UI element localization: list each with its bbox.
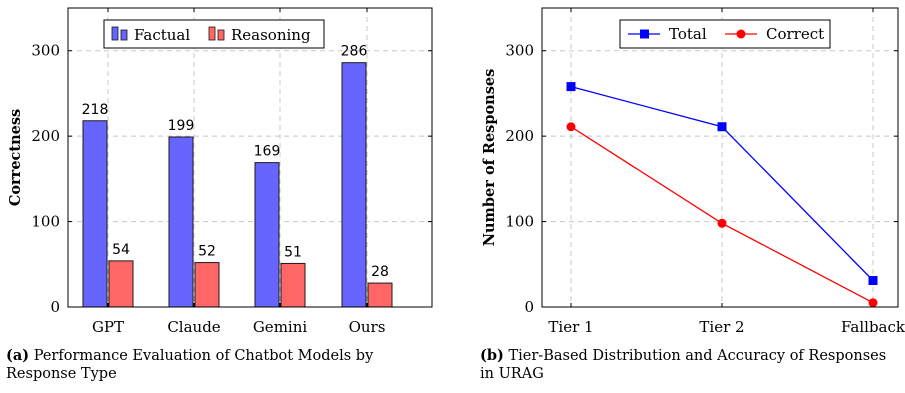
legend-swatch-factual [111,26,119,41]
bar-chart-legend: Factual Reasoning [103,19,325,49]
bar-value-label: 286 [341,44,368,60]
bar-value-label: 52 [198,244,216,260]
point-correct [717,218,727,228]
bar-value-label: 199 [168,118,195,134]
bar-chart: 0 100 200 300 Correctness GPT Claude Gemini Ours… [7,7,433,336]
bar-chart-ylabel: Correctness [7,109,24,206]
bar-chart-category-label: Claude [167,318,220,336]
line-chart-category-label: Tier 1 [548,318,593,336]
caption-b-tag: (b) [480,347,504,364]
bar-value-label: 51 [284,244,302,260]
line-chart-ytick-label: 200 [505,127,534,145]
bar-value-label: 169 [254,144,281,160]
line-chart-axes-box [541,7,899,308]
bar-chart-ytick-label: 100 [31,213,60,231]
line-chart-ylabel: Number of Responses [481,69,498,247]
point-total [868,276,878,286]
bar-chart-category-label: Gemini [253,318,308,336]
caption-a-text: Performance Evaluation of Chatbot Models… [6,348,374,382]
caption-b-text: Tier-Based Distribution and Accuracy of … [480,348,887,382]
bar-reasoning [367,282,393,308]
line-chart-ytick-label: 100 [505,213,534,231]
legend-marker-total [640,29,649,39]
bar-chart-ytick-label: 0 [50,298,60,316]
legend-marker-correct [736,29,746,39]
line-chart-legend-box [619,19,831,49]
bar-reasoning [280,262,306,308]
point-correct [566,122,576,132]
legend-label-total: Total [669,25,707,43]
bar-value-label: 28 [371,264,389,280]
point-correct [868,298,878,308]
bar-chart-category-label: GPT [92,318,124,336]
bar-chart-axes-box [67,7,433,308]
bar-factual [341,62,367,308]
caption-b: (b) Tier-Based Distribution and Accuracy… [480,347,900,383]
line-chart-category-label: Tier 2 [699,318,744,336]
bar-factual [168,136,194,308]
legend-swatch-reasoning [217,29,225,41]
legend-label-correct: Correct [766,25,824,43]
line-chart-ytick-label: 300 [505,42,534,60]
line-chart-category-label: Fallback [841,318,905,336]
caption-a: (a) Performance Evaluation of Chatbot Mo… [6,347,416,383]
legend-label-reasoning: Reasoning [231,26,311,44]
point-total [566,82,576,92]
bar-chart-ytick-label: 200 [31,127,60,145]
legend-swatch-factual [120,29,128,41]
bar-factual [254,162,280,308]
line-chart: 0 100 200 300 Number of Responses Tier 1 Tier … [481,7,905,336]
caption-a-tag: (a) [6,347,30,364]
legend-swatch-reasoning [208,26,216,41]
bar-chart-category-label: Ours [349,318,386,336]
line-chart-ytick-label: 0 [524,298,534,316]
bar-factual [82,120,108,308]
point-total [717,122,727,132]
bar-chart-ytick-label: 300 [31,42,60,60]
bar-value-label: 54 [112,242,130,258]
bar-reasoning [194,262,220,308]
bar-reasoning [108,260,134,308]
line-chart-legend: Total Correct [619,19,831,49]
bar-value-label: 218 [82,102,109,118]
legend-label-factual: Factual [134,26,190,44]
